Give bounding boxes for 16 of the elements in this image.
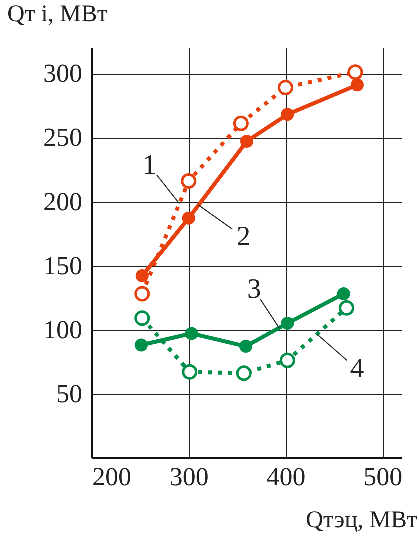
y-tick-label: 200 [44,187,82,216]
x-tick-label: 400 [266,462,306,492]
y-tick-label: 150 [44,251,82,280]
x-axis-title: Qтэц, МВт [306,508,418,534]
y-tick-label: 300 [44,59,82,88]
series-label: 4 [350,353,364,384]
series-label: 2 [236,221,251,252]
y-tick-label: 50 [56,379,82,408]
x-tick-label: 200 [92,462,132,492]
y-axis-title: Qт i, МВт [8,2,108,28]
series-label: 3 [247,274,262,306]
y-tick-label: 100 [44,315,82,344]
series-label: 1 [142,150,157,181]
y-tick-label: 250 [44,123,82,152]
x-tick-label: 500 [364,462,403,492]
x-tick-label: 300 [170,462,209,492]
